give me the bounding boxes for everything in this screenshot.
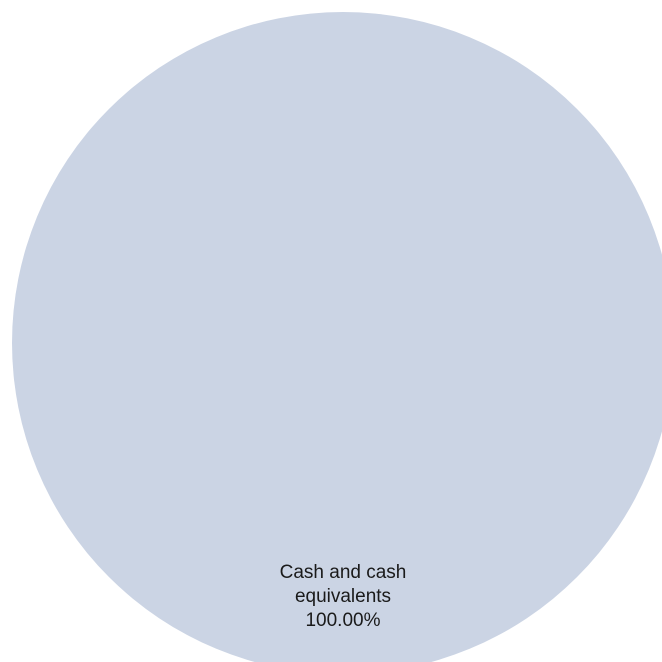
pie-slices xyxy=(12,12,662,662)
slice-category-label: equivalents xyxy=(295,586,391,607)
pie-labels: Cash and cash equivalents 100.00% xyxy=(280,562,407,631)
slice-percent-label: 100.00% xyxy=(305,610,380,631)
slice-category-label: Cash and cash xyxy=(280,562,407,583)
pie-slice-0 xyxy=(12,12,662,662)
